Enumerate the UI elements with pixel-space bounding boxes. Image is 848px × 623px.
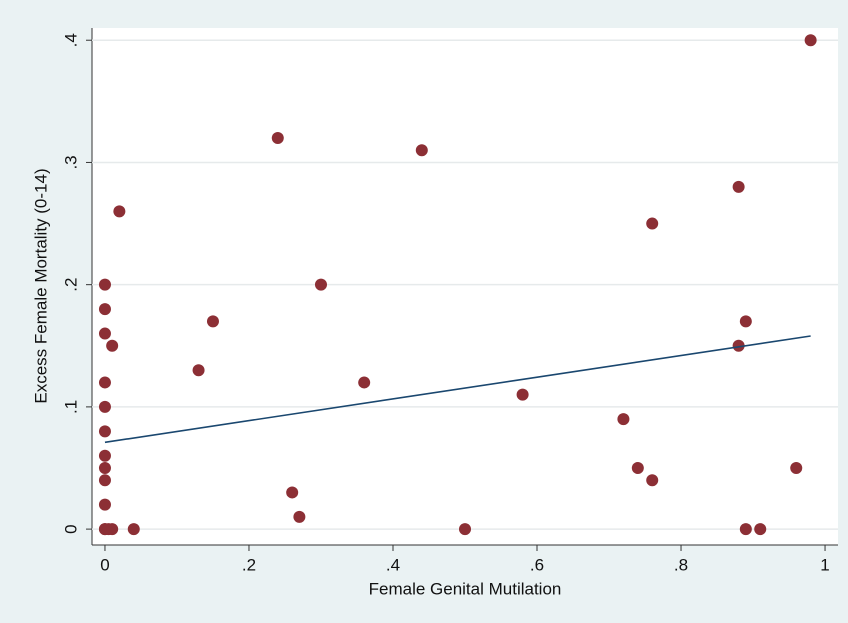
point [127,523,140,536]
y-tick-label: .1 [61,400,80,414]
point [98,425,111,438]
point [206,315,219,328]
y-tick-label: .4 [61,33,80,47]
point [98,327,111,340]
point [358,376,371,389]
x-tick-label: .8 [674,555,688,574]
x-tick-label: 0 [100,555,109,574]
point [293,510,306,523]
point [98,498,111,511]
plot-area [92,28,838,545]
point [98,303,111,316]
point [415,144,428,157]
point [804,34,817,47]
x-axis-title: Female Genital Mutilation [369,579,562,598]
point [271,132,284,144]
point [106,523,119,536]
point [98,462,111,474]
fit-line [104,335,811,444]
point [739,315,752,328]
point [98,474,111,487]
point [732,339,745,352]
point [617,413,630,426]
y-tick-label: 0 [61,524,80,533]
point [286,486,299,499]
y-tick-label: .2 [61,278,80,292]
point [459,523,471,536]
point [192,364,205,377]
y-tick-label: .3 [61,155,80,169]
point [790,462,803,474]
point [739,523,752,536]
x-tick-label: 1 [820,555,829,574]
point [646,217,659,230]
point [516,388,529,401]
point [646,474,659,487]
point [98,278,111,291]
y-axis-title: Excess Female Mortality (0-14) [31,168,50,403]
x-tick-label: .6 [530,555,544,574]
point [113,205,126,218]
point [98,376,111,389]
point [314,278,327,291]
point [98,400,111,413]
point [732,180,745,193]
point [98,449,111,462]
x-tick-label: .2 [242,555,256,574]
point [106,339,119,352]
point [631,462,644,474]
x-tick-label: .4 [386,555,400,574]
point [754,523,767,536]
